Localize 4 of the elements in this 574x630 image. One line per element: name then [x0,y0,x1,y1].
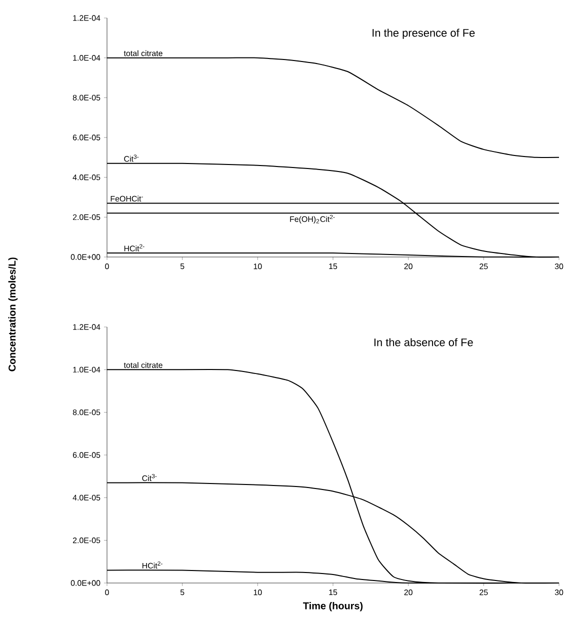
text: In the absence of Fe [374,338,473,346]
text: In the presence of Fe [372,28,475,39]
x-axis-title: Time (hours) [303,602,363,612]
y-axis-title: Concentration (moles/L) [8,258,18,372]
